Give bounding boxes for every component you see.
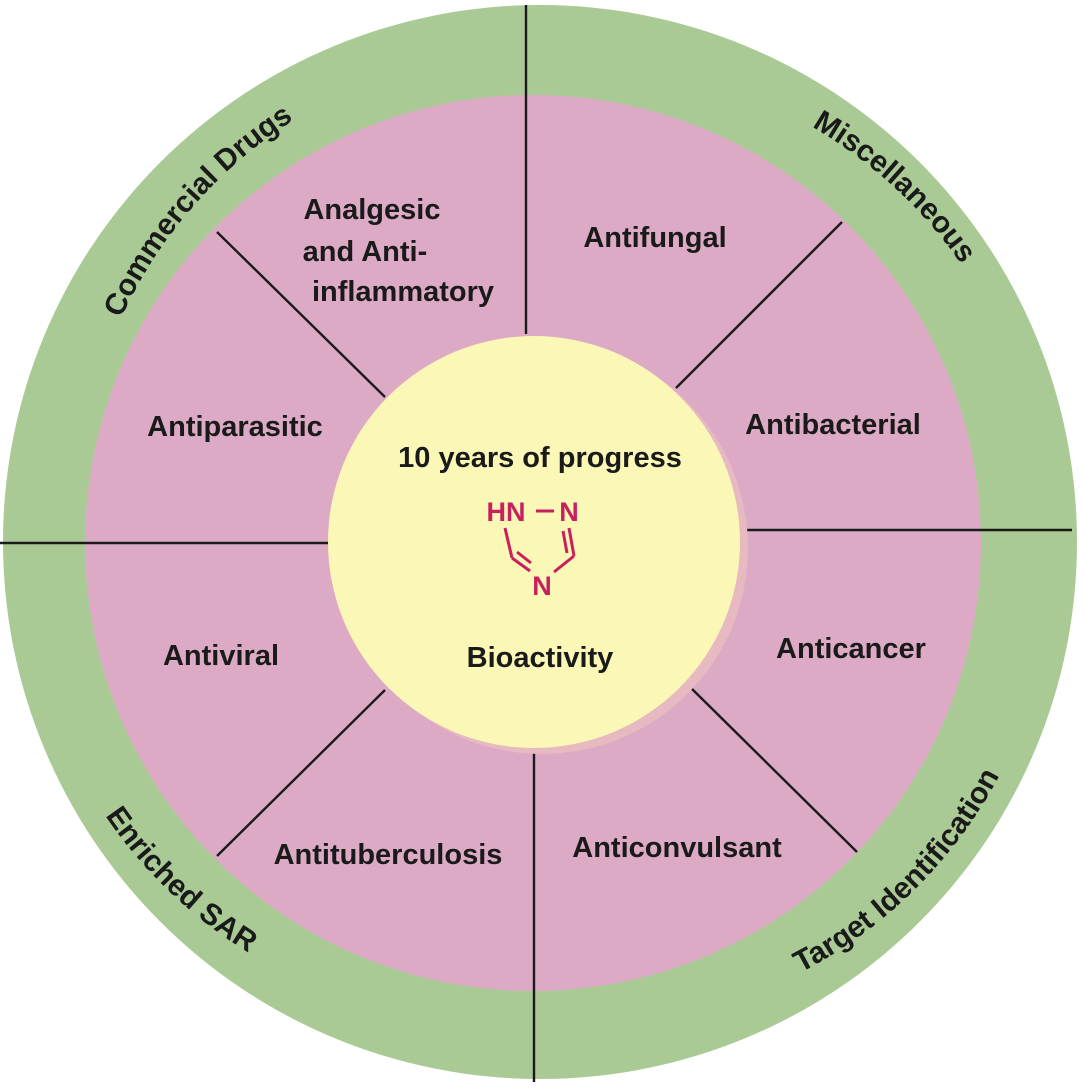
bond-left-lower — [511, 556, 531, 573]
divider-lower-right — [687, 684, 858, 853]
molecule-n-right-label: N — [559, 497, 579, 527]
sector-label-analgesic: Analgesic and Anti- inflammatory — [303, 194, 494, 308]
bond-right-upper-double — [561, 530, 569, 554]
triazole-molecule-icon: HN N N — [487, 497, 579, 601]
divider-upper-right — [675, 221, 843, 389]
sector-label-anticancer: Anticancer — [776, 633, 926, 665]
bond-left-upper — [503, 527, 514, 559]
divider-upper-left — [216, 231, 386, 398]
bond-right-lower — [553, 554, 575, 574]
molecule-hn-label: HN — [487, 497, 526, 527]
divider-lower-left — [216, 689, 386, 857]
bond-right-upper — [567, 527, 576, 557]
sector-label-antibacterial: Antibacterial — [745, 409, 921, 441]
center-disk — [328, 336, 740, 748]
sector-label-antiviral: Antiviral — [163, 640, 279, 672]
center-subtitle: Bioactivity — [467, 642, 614, 674]
sector-label-antifungal: Antifungal — [583, 222, 726, 254]
divider-lines — [0, 5, 1072, 1082]
bond-left-lower-double — [516, 550, 532, 565]
molecule-n-bottom-label: N — [532, 571, 552, 601]
center-title: 10 years of progress — [398, 442, 682, 474]
sector-label-antituberculosis: Antituberculosis — [274, 839, 503, 871]
sector-label-anticonvulsant: Anticonvulsant — [572, 832, 782, 864]
molecule-bonds — [503, 509, 576, 574]
sector-label-antiparasitic: Antiparasitic — [147, 411, 323, 443]
